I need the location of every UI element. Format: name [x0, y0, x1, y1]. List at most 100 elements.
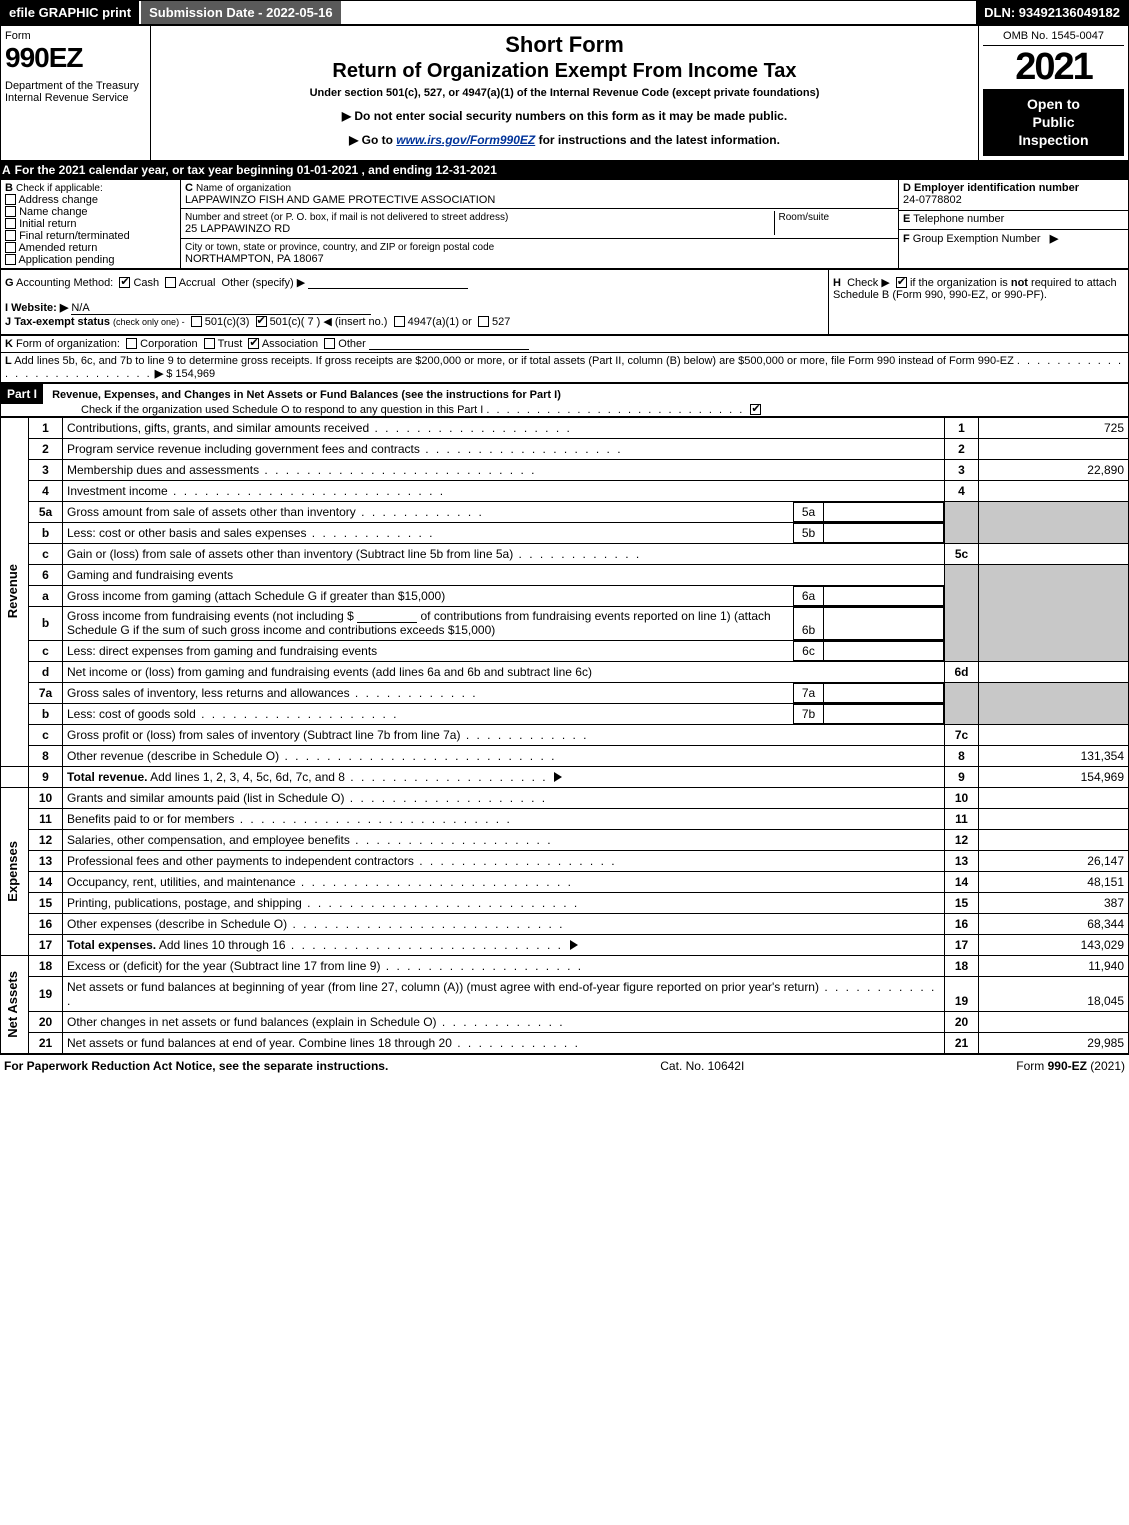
part1-desc: Revenue, Expenses, and Changes in Net As…: [46, 389, 561, 401]
section-b: B Check if applicable: Address change Na…: [1, 179, 181, 268]
footer-right: Form 990-EZ (2021): [1016, 1059, 1125, 1073]
i-label: Website: ▶: [11, 302, 68, 314]
checkbox-amended-return[interactable]: [5, 242, 16, 253]
g-other-input[interactable]: [308, 277, 468, 289]
inner-6b-contrib[interactable]: [357, 611, 417, 623]
table-row: 12Salaries, other compensation, and empl…: [1, 829, 1129, 850]
inner-7a[interactable]: [824, 683, 944, 702]
table-row: 9Total revenue. Add lines 1, 2, 3, 4, 5c…: [1, 766, 1129, 787]
note-ssn: ▶ Do not enter social security numbers o…: [157, 109, 972, 123]
k-trust: Trust: [218, 338, 243, 350]
opt-address: Address change: [18, 194, 98, 206]
checkbox-address-change[interactable]: [5, 194, 16, 205]
e-label: Telephone number: [913, 213, 1004, 225]
inner-6c[interactable]: [824, 641, 944, 660]
j-opt1: 501(c)(3): [205, 316, 250, 328]
section-def: D Employer identification number 24-0778…: [899, 179, 1129, 268]
j-opt3: 4947(a)(1) or: [408, 316, 472, 328]
table-row: Revenue 1 Contributions, gifts, grants, …: [1, 417, 1129, 438]
row-g: G Accounting Method: Cash Accrual Other …: [1, 269, 829, 334]
inner-6b[interactable]: [824, 607, 944, 639]
table-row: 16Other expenses (describe in Schedule O…: [1, 913, 1129, 934]
checkbox-501c3[interactable]: [191, 316, 202, 327]
table-row: 21Net assets or fund balances at end of …: [1, 1032, 1129, 1053]
page-footer: For Paperwork Reduction Act Notice, see …: [0, 1054, 1129, 1077]
g-accrual: Accrual: [179, 277, 216, 289]
g-cash: Cash: [133, 277, 159, 289]
footer-mid: Cat. No. 10642I: [660, 1059, 744, 1073]
header-left: Form 990EZ Department of the Treasury In…: [1, 26, 151, 161]
table-row: 15Printing, publications, postage, and s…: [1, 892, 1129, 913]
dln-label: DLN: 93492136049182: [976, 1, 1128, 24]
f-arrow: ▶: [1050, 233, 1058, 245]
checkbox-other-org[interactable]: [324, 338, 335, 349]
submission-date: Submission Date - 2022-05-16: [139, 1, 341, 24]
checkbox-trust[interactable]: [204, 338, 215, 349]
ln-1-text: Contributions, gifts, grants, and simila…: [63, 417, 945, 438]
k-other-input[interactable]: [369, 338, 529, 350]
arrow-icon: [570, 940, 578, 950]
row-k: K Form of organization: Corporation Trus…: [1, 335, 1129, 352]
form-number: 990EZ: [5, 42, 146, 74]
table-row: 3Membership dues and assessments322,890: [1, 459, 1129, 480]
section-c-name: C Name of organization LAPPAWINZO FISH A…: [181, 179, 899, 209]
h-not: not: [1011, 277, 1028, 289]
checkbox-schedule-o[interactable]: [750, 404, 761, 415]
k-assoc: Association: [262, 338, 318, 350]
section-c-street: Number and street (or P. O. box, if mail…: [181, 209, 899, 239]
title-return: Return of Organization Exempt From Incom…: [157, 60, 972, 83]
room-label: Room/suite: [779, 212, 830, 223]
table-row: 14Occupancy, rent, utilities, and mainte…: [1, 871, 1129, 892]
checkbox-h[interactable]: [896, 277, 907, 288]
header-middle: Short Form Return of Organization Exempt…: [151, 26, 979, 161]
header-table: Form 990EZ Department of the Treasury In…: [0, 25, 1129, 161]
arrow-icon: [554, 772, 562, 782]
row-a: AFor the 2021 calendar year, or tax year…: [0, 161, 1129, 179]
open-to-public: Open to Public Inspection: [983, 89, 1124, 156]
checkbox-name-change[interactable]: [5, 206, 16, 217]
part1-header: Part I Revenue, Expenses, and Changes in…: [0, 383, 1129, 417]
side-expenses: Expenses: [1, 787, 29, 955]
checkbox-527[interactable]: [478, 316, 489, 327]
table-row: 5aGross amount from sale of assets other…: [1, 501, 1129, 522]
j-label: Tax-exempt status: [14, 316, 110, 328]
note2-post: for instructions and the latest informat…: [535, 133, 780, 147]
inner-5a[interactable]: [824, 502, 944, 521]
checkbox-cash[interactable]: [119, 277, 130, 288]
checkbox-4947[interactable]: [394, 316, 405, 327]
checkbox-assoc[interactable]: [248, 338, 259, 349]
table-row: 2Program service revenue including gover…: [1, 438, 1129, 459]
d-label: Employer identification number: [914, 182, 1079, 194]
ln-1-amt: 725: [979, 417, 1129, 438]
g-other: Other (specify) ▶: [222, 277, 306, 289]
c-name-label: Name of organization: [196, 183, 291, 194]
checkbox-final-return[interactable]: [5, 230, 16, 241]
info-table: B Check if applicable: Address change Na…: [0, 179, 1129, 269]
inner-5b[interactable]: [824, 523, 944, 542]
form-990ez-page: efile GRAPHIC print Submission Date - 20…: [0, 0, 1129, 1077]
inner-6a[interactable]: [824, 586, 944, 605]
k-other: Other: [338, 338, 366, 350]
row-h: H Check ▶ if the organization is not req…: [829, 269, 1129, 334]
table-row: cGross profit or (loss) from sales of in…: [1, 724, 1129, 745]
tax-year: 2021: [983, 46, 1124, 89]
table-row: Net Assets 18Excess or (deficit) for the…: [1, 955, 1129, 976]
opt-pending: Application pending: [18, 254, 114, 266]
inner-7b[interactable]: [824, 704, 944, 723]
topbar-spacer: [341, 1, 977, 24]
checkbox-initial-return[interactable]: [5, 218, 16, 229]
checkbox-application-pending[interactable]: [5, 254, 16, 265]
checkbox-corp[interactable]: [126, 338, 137, 349]
checkbox-501c[interactable]: [256, 316, 267, 327]
footer-left: For Paperwork Reduction Act Notice, see …: [4, 1059, 388, 1073]
table-row: 7aGross sales of inventory, less returns…: [1, 682, 1129, 703]
irs-link[interactable]: www.irs.gov/Form990EZ: [396, 133, 535, 147]
efile-print-label[interactable]: efile GRAPHIC print: [1, 1, 139, 24]
ein-value: 24-0778802: [903, 194, 962, 206]
section-c-city: City or town, state or province, country…: [181, 238, 899, 268]
h-text2: if the organization is: [907, 277, 1011, 289]
table-row: Expenses 10Grants and similar amounts pa…: [1, 787, 1129, 808]
checkbox-accrual[interactable]: [165, 277, 176, 288]
opt-name: Name change: [19, 206, 88, 218]
form-word: Form: [5, 30, 146, 42]
